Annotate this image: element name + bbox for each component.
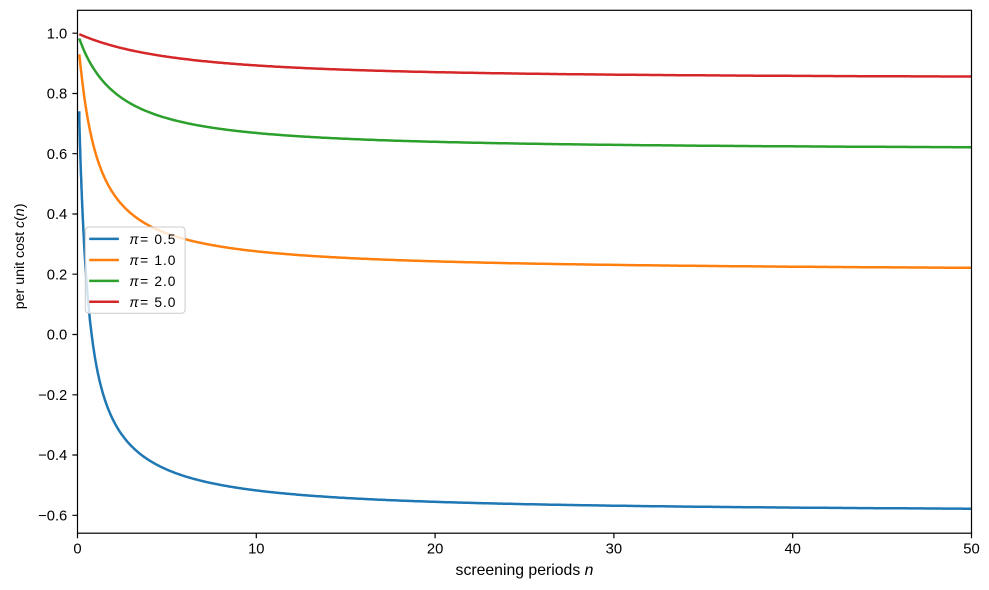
- svg-text:30: 30: [606, 541, 622, 557]
- svg-text:−0.6: −0.6: [38, 509, 67, 525]
- svg-text:50: 50: [963, 541, 979, 557]
- svg-text:per unit cost c(n): per unit cost c(n): [12, 204, 28, 310]
- svg-text:0.4: 0.4: [47, 207, 68, 223]
- svg-text:1.0: 1.0: [47, 26, 68, 42]
- svg-text:0.0: 0.0: [47, 328, 68, 344]
- svg-text:20: 20: [427, 541, 443, 557]
- svg-text:π=2.0: π= 2.0: [129, 274, 176, 289]
- svg-text:π=1.0: π= 1.0: [129, 253, 176, 268]
- svg-text:40: 40: [784, 541, 800, 557]
- svg-text:0.6: 0.6: [47, 147, 68, 163]
- svg-text:π=0.5: π= 0.5: [129, 232, 176, 247]
- svg-text:0.8: 0.8: [47, 87, 68, 103]
- svg-text:−0.2: −0.2: [38, 388, 67, 404]
- svg-text:0.2: 0.2: [47, 267, 68, 283]
- svg-text:10: 10: [248, 541, 264, 557]
- svg-text:0: 0: [73, 541, 81, 557]
- svg-text:screening periods n: screening periods n: [456, 562, 594, 579]
- svg-text:π=5.0: π= 5.0: [129, 295, 176, 310]
- svg-text:−0.4: −0.4: [38, 448, 67, 464]
